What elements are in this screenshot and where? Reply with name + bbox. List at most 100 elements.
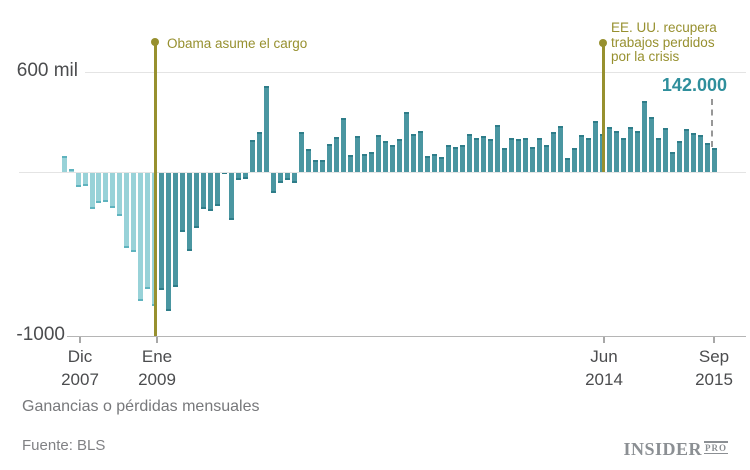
bar-2009-02 <box>159 173 165 290</box>
bar-2012-05 <box>431 154 437 172</box>
bar-2013-06 <box>522 138 528 172</box>
bar-2013-03 <box>501 148 507 172</box>
bar-2007-12 <box>61 156 67 172</box>
bar-2010-10 <box>299 132 305 172</box>
insider-pro-logo: INSIDER PRO <box>623 439 728 460</box>
bar-2011-12 <box>397 139 402 172</box>
x-axis-label-sep-2015: Sep 2015 <box>669 345 750 391</box>
x-axis-label-ene-2009: Ene 2009 <box>112 345 202 391</box>
chart-caption: Ganancias o pérdidas mensuales <box>22 398 260 415</box>
bar-2009-07 <box>194 173 200 228</box>
bar-2008-11 <box>138 173 144 301</box>
bar-2013-02 <box>494 125 500 172</box>
bar-2009-11 <box>222 173 228 174</box>
bar-2015-08 <box>704 143 710 172</box>
bar-2014-03 <box>585 138 591 172</box>
bar-2010-02 <box>243 173 249 179</box>
gridline-600 <box>85 72 746 73</box>
bar-2011-08 <box>369 152 374 172</box>
x-label-year: 2007 <box>61 370 99 389</box>
bar-2012-03 <box>417 131 423 172</box>
bar-2012-08 <box>452 147 458 172</box>
bar-2009-12 <box>229 173 235 220</box>
bar-2010-09 <box>292 173 298 183</box>
bar-2011-03 <box>334 137 340 172</box>
bar-2008-03 <box>82 173 88 186</box>
obama-annotation-dot-icon <box>151 38 159 46</box>
x-label-month: Dic <box>67 347 93 366</box>
bar-2009-05 <box>180 173 186 232</box>
bar-2014-08 <box>620 138 626 172</box>
bar-2014-01 <box>571 148 577 172</box>
bar-2013-01 <box>487 139 493 172</box>
bar-2015-04 <box>676 141 682 172</box>
recovery-annotation-line2: trabajos perdidos <box>611 34 715 50</box>
x-label-month: Jun <box>590 347 618 366</box>
bar-2013-05 <box>515 139 521 172</box>
bar-2014-04 <box>592 121 598 172</box>
bar-2013-08 <box>536 138 542 172</box>
bar-2009-04 <box>173 173 179 287</box>
obama-annotation-line <box>154 40 157 336</box>
x-axis-line <box>67 336 746 337</box>
bar-2015-05 <box>683 129 689 172</box>
bar-2009-06 <box>187 173 193 251</box>
bar-2009-09 <box>208 173 214 211</box>
bar-2012-04 <box>424 156 430 172</box>
bar-2015-03 <box>669 152 675 172</box>
bar-2014-06 <box>606 127 612 172</box>
x-tick-sep-2015 <box>713 337 715 343</box>
bar-2010-04 <box>257 132 263 172</box>
bar-2011-01 <box>320 160 326 172</box>
bar-2012-01 <box>404 112 409 172</box>
bar-2009-08 <box>201 173 207 209</box>
gridline-zero <box>19 172 746 173</box>
bar-2013-04 <box>508 138 514 172</box>
bar-2010-07 <box>278 173 284 183</box>
bar-2014-10 <box>634 131 640 172</box>
bar-2011-09 <box>376 135 381 172</box>
recovery-annotation-line <box>602 40 605 172</box>
bar-2008-10 <box>131 173 137 252</box>
recovery-annotation-line1: EE. UU. recupera <box>611 20 717 35</box>
bar-2012-07 <box>445 145 451 172</box>
bar-2014-02 <box>578 135 584 172</box>
x-label-year: 2009 <box>138 370 176 389</box>
bar-2014-12 <box>648 117 654 172</box>
bar-2009-10 <box>215 173 221 206</box>
x-axis-label-jun-2014: Jun 2014 <box>559 345 649 391</box>
bar-2012-06 <box>438 157 444 172</box>
chart-source: Fuente: BLS <box>22 437 106 454</box>
bar-2010-12 <box>313 160 319 172</box>
bar-2012-11 <box>473 138 479 172</box>
logo-main-text: INSIDER <box>623 439 702 459</box>
bar-2010-03 <box>250 140 256 172</box>
bar-2015-07 <box>697 135 703 172</box>
bar-2011-07 <box>362 154 367 172</box>
bar-2008-02 <box>75 173 81 187</box>
bar-2010-05 <box>264 86 270 172</box>
x-label-month: Sep <box>698 347 730 366</box>
bar-2008-12 <box>145 173 151 289</box>
bar-2008-09 <box>124 173 130 248</box>
last-value-label: 142.000 <box>661 75 727 95</box>
bar-2013-09 <box>543 145 549 172</box>
x-tick-jun-2014 <box>603 337 605 343</box>
bar-2011-04 <box>341 118 347 172</box>
bar-2008-05 <box>96 173 102 203</box>
last-value-dashed-connector <box>711 99 713 147</box>
bar-2010-08 <box>285 173 291 180</box>
logo-sub-text: PRO <box>704 441 728 454</box>
x-tick-ene-2009 <box>156 337 158 343</box>
bar-2015-09 <box>711 148 717 172</box>
recovery-annotation-label: EE. UU. recupera trabajos perdidos por l… <box>611 20 717 65</box>
bar-2013-10 <box>550 132 556 172</box>
y-axis-label-bottom: -1000 <box>16 324 65 345</box>
bar-2013-11 <box>557 126 563 172</box>
bar-2008-01 <box>68 169 74 172</box>
recovery-annotation-line3: por la crisis <box>611 49 680 64</box>
bar-2013-12 <box>564 158 570 172</box>
bar-2014-11 <box>641 101 647 172</box>
bar-2008-04 <box>89 173 95 209</box>
x-label-year: 2015 <box>695 370 733 389</box>
